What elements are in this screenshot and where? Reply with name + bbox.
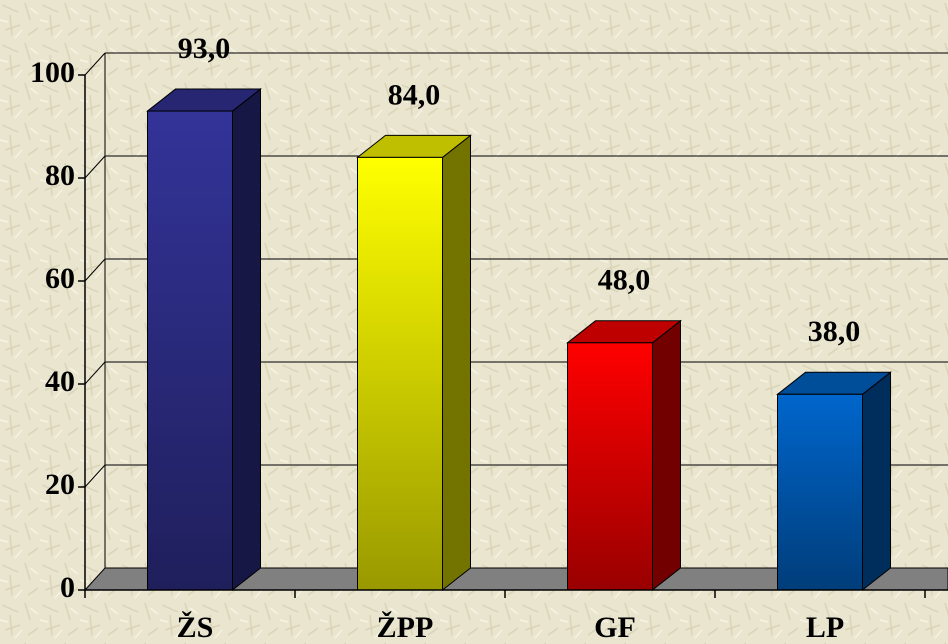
y-tick-label: 100 [30,56,75,89]
y-tick-label: 80 [45,159,75,192]
grid-line-side [84,258,106,282]
value-label: 84,0 [388,78,441,111]
y-tick-label: 20 [45,468,75,501]
bar-side [652,319,681,592]
value-label: 93,0 [178,32,231,65]
y-tick-label: 0 [60,571,75,604]
bar [776,371,892,592]
bar [566,319,682,592]
bar-front [357,156,443,591]
bar-front [147,110,233,591]
x-tick-label: ŽPP [377,611,434,644]
bar [356,134,472,592]
bar-side [232,88,261,592]
grid-line-side [84,52,106,76]
y-tick-label: 40 [45,365,75,398]
bar-front [777,393,863,591]
bar-front [567,342,653,591]
value-label: 48,0 [598,264,651,297]
x-tick-label: ŽS [177,611,214,644]
bar-side [442,134,471,592]
grid-line-side [84,464,106,488]
grid-line-side [84,361,106,385]
grid-line-side [84,155,106,179]
x-tick-label: LP [806,611,844,644]
bar [146,88,262,592]
value-label: 38,0 [808,315,861,348]
bar-side [862,371,891,592]
x-tick-label: GF [594,611,636,644]
y-tick-label: 60 [45,262,75,295]
